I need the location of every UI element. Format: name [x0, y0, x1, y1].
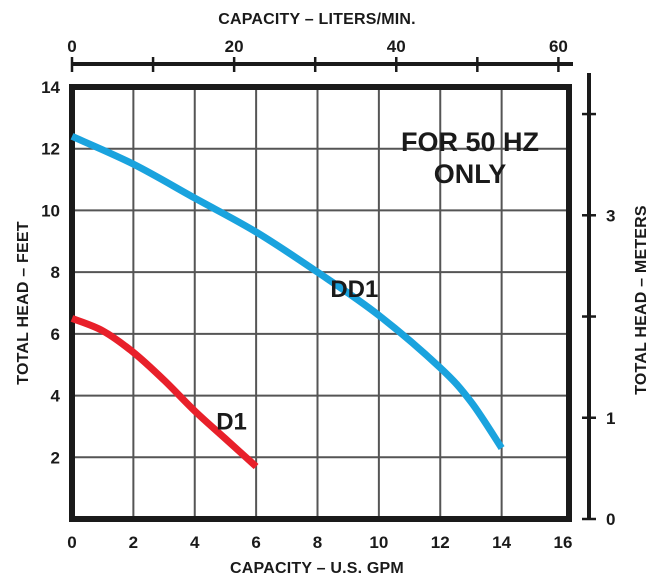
series-label-d1: D1: [216, 409, 247, 436]
x-tick-label: 16: [554, 533, 573, 552]
x-tick-label: 4: [190, 533, 200, 552]
series-group: DD1 D1: [70, 133, 505, 470]
y-tick-label: 6: [51, 325, 60, 344]
grid-lines: [72, 87, 569, 519]
series-label-dd1: DD1: [330, 276, 378, 303]
y-tick-label: 12: [41, 140, 60, 159]
x-tick-label: 2: [129, 533, 138, 552]
y-tick-label: 14: [41, 78, 60, 97]
x-axis-title: CAPACITY – U.S. GPM: [230, 560, 404, 577]
x-tick-label: 8: [313, 533, 322, 552]
right-tick-label: 3: [606, 206, 615, 225]
top-axis-ticks: 0 20 40 60: [67, 37, 573, 72]
right-axis-title: TOTAL HEAD – METERS: [633, 205, 650, 395]
series-line-d1: [70, 315, 259, 470]
y-tick-label: 8: [51, 263, 60, 282]
x-tick-label: 10: [369, 533, 388, 552]
x-axis-ticks: 0 2 4 6 8 10 12 14 16: [67, 533, 572, 552]
y-tick-label: 4: [51, 387, 61, 406]
series-line-dd1: [70, 133, 505, 450]
right-axis-ticks: 0 1 3: [582, 112, 615, 529]
top-axis-title: CAPACITY – LITERS/MIN.: [218, 11, 416, 28]
top-tick-label: 40: [387, 37, 406, 56]
right-tick-label: 1: [606, 409, 615, 428]
top-tick-label: 0: [67, 37, 76, 56]
top-tick-label: 20: [225, 37, 244, 56]
plot-frame: [69, 84, 572, 522]
x-tick-label: 6: [251, 533, 260, 552]
x-tick-label: 14: [492, 533, 511, 552]
y-axis-ticks: 2 4 6 8 10 12 14: [41, 78, 60, 467]
right-tick-label: 0: [606, 510, 615, 529]
note-line-1: FOR 50 HZ: [401, 127, 539, 157]
x-tick-label: 12: [431, 533, 450, 552]
top-tick-label: 60: [549, 37, 568, 56]
x-tick-label: 0: [67, 533, 76, 552]
y-tick-label: 10: [41, 201, 60, 220]
note-line-2: ONLY: [434, 159, 507, 189]
y-axis-title: TOTAL HEAD – FEET: [15, 221, 32, 384]
y-tick-label: 2: [51, 448, 60, 467]
